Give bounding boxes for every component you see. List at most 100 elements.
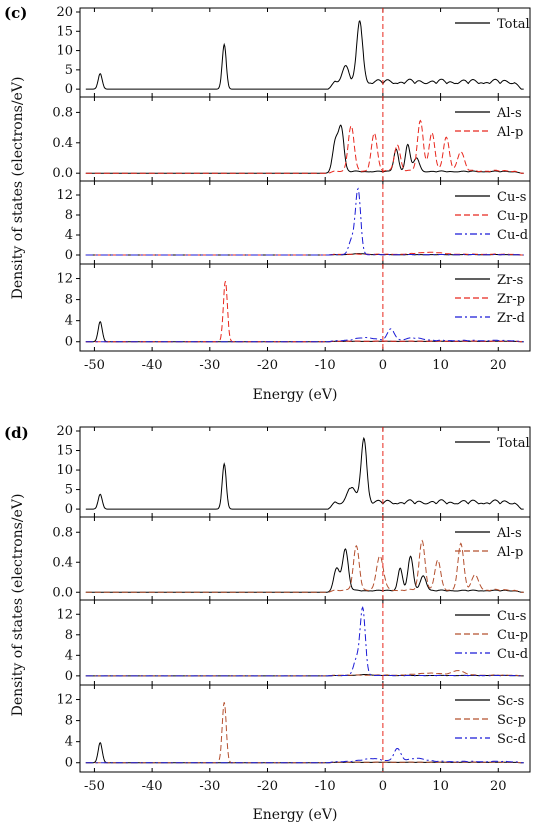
x-tick-label: 20 <box>490 358 507 373</box>
y-tick-label: 8 <box>65 628 73 643</box>
series-line-sc-s <box>85 741 524 764</box>
series-line-sc-d <box>85 747 524 764</box>
legend-label-sc-s: Sc-s <box>497 694 524 709</box>
subplot-frame <box>79 180 531 265</box>
series-line-cu-p <box>85 251 524 256</box>
panel-letter: (d) <box>4 424 29 442</box>
y-tick-label: 4 <box>65 648 73 663</box>
y-tick-label: 0 <box>65 502 73 517</box>
x-tick-label: -50 <box>84 779 105 794</box>
legend-label-cu-p: Cu-p <box>497 628 528 643</box>
y-tick-label: 4 <box>65 314 73 329</box>
subplot-al: 0.0 0.4 0.8 Al-s Al-p <box>52 96 531 182</box>
x-tick-label: -20 <box>257 358 278 373</box>
series-line-total <box>85 19 524 90</box>
y-tick-label: 0.4 <box>52 136 73 151</box>
series-line-cu-p <box>85 670 524 677</box>
subplot-frame <box>79 684 531 773</box>
y-tick-label: 0 <box>65 335 73 350</box>
y-axis-title: Density of states (electrons/eV) <box>10 494 26 717</box>
y-tick-label: 10 <box>56 463 73 478</box>
x-tick-label: -10 <box>315 358 336 373</box>
legend-label-cu-p: Cu-p <box>497 209 528 224</box>
y-tick-label: 12 <box>56 272 73 287</box>
x-tick-label: 0 <box>379 779 387 794</box>
y-tick-label: 0.0 <box>52 166 73 181</box>
series-line-al-s <box>85 124 524 174</box>
series-line-total <box>85 436 524 510</box>
subplot-total: 0 5 10 15 20 Total <box>56 5 531 98</box>
legend-label-al-p: Al-p <box>496 125 523 140</box>
x-tick-label: -50 <box>84 358 105 373</box>
y-tick-label: 5 <box>65 483 73 498</box>
y-tick-label: 8 <box>65 293 73 308</box>
legend-label-sc-p: Sc-p <box>497 713 526 728</box>
legend-label-total: Total <box>497 17 530 32</box>
legend-label-cu-d: Cu-d <box>497 228 528 243</box>
x-tick-label: -30 <box>199 779 220 794</box>
series-line-al-p <box>85 119 524 174</box>
legend-label-zr-d: Zr-d <box>497 311 525 326</box>
series-line-sc-p <box>85 702 524 764</box>
y-tick-label: 12 <box>56 607 73 622</box>
series-line-al-p <box>85 539 524 593</box>
y-tick-label: 12 <box>56 188 73 203</box>
y-tick-label: 20 <box>56 5 73 20</box>
y-tick-label: 0.8 <box>52 525 73 540</box>
legend-label-cu-s: Cu-s <box>497 609 526 624</box>
subplot-frame <box>79 599 531 686</box>
subplot-frame <box>79 263 531 352</box>
y-tick-label: 0.4 <box>52 555 73 570</box>
subplot-frame <box>79 7 531 98</box>
x-tick-label: 0 <box>379 358 387 373</box>
y-tick-label: 0 <box>65 669 73 684</box>
y-tick-label: 0.0 <box>52 585 73 600</box>
subplot-frame <box>79 516 531 601</box>
subplot-frame <box>79 426 531 518</box>
x-tick-label: 10 <box>432 358 449 373</box>
y-tick-label: 0 <box>65 82 73 97</box>
legend-label-total: Total <box>497 436 530 451</box>
x-tick-label: 10 <box>432 779 449 794</box>
y-axis-title: Density of states (electrons/eV) <box>10 77 26 300</box>
x-axis-title: Energy (eV) <box>253 807 338 823</box>
subplot-sc: 0 4 8 12 Sc-s Sc-p Sc-d <box>56 684 531 773</box>
x-tick-label: -40 <box>142 358 163 373</box>
series-line-zr-s <box>85 320 524 343</box>
legend-label-al-s: Al-s <box>496 526 522 541</box>
y-tick-label: 4 <box>65 735 73 750</box>
y-tick-label: 15 <box>56 24 73 39</box>
subplot-al: 0.0 0.4 0.8 Al-s Al-p <box>52 516 531 601</box>
subplot-cu: 0 4 8 12 Cu-s Cu-p Cu-d <box>56 180 531 265</box>
y-tick-label: 4 <box>65 228 73 243</box>
y-tick-label: 8 <box>65 714 73 729</box>
y-tick-label: 8 <box>65 208 73 223</box>
legend-label-cu-d: Cu-d <box>497 647 528 662</box>
panel-c: (c) Density of states (electrons/eV) 0 5 10 1… <box>4 4 531 403</box>
y-tick-label: 12 <box>56 693 73 708</box>
subplot-total: 0 5 10 15 20 Total <box>56 424 531 518</box>
series-line-zr-p <box>85 281 524 343</box>
series-line-al-s <box>85 548 524 593</box>
subplot-frame <box>79 96 531 182</box>
y-tick-label: 0 <box>65 756 73 771</box>
legend-label-al-s: Al-s <box>496 106 522 121</box>
y-tick-label: 0 <box>65 248 73 263</box>
series-line-zr-d <box>85 328 524 343</box>
legend-label-zr-p: Zr-p <box>497 292 525 307</box>
legend-label-al-p: Al-p <box>496 545 523 560</box>
x-tick-label: 20 <box>490 779 507 794</box>
legend-label-sc-d: Sc-d <box>497 732 526 747</box>
series-line-cu-d <box>85 187 524 256</box>
x-axis-title: Energy (eV) <box>253 387 338 403</box>
subplot-cu: 0 4 8 12 Cu-s Cu-p Cu-d <box>56 599 531 686</box>
x-tick-label: -10 <box>315 779 336 794</box>
y-tick-label: 10 <box>56 44 73 59</box>
series-line-cu-d <box>85 606 524 677</box>
x-tick-label: -30 <box>199 358 220 373</box>
panel-d: (d) Density of states (electrons/eV) 0 5 10 1… <box>4 424 531 823</box>
y-tick-label: 20 <box>56 424 73 439</box>
legend-label-cu-s: Cu-s <box>497 190 526 205</box>
